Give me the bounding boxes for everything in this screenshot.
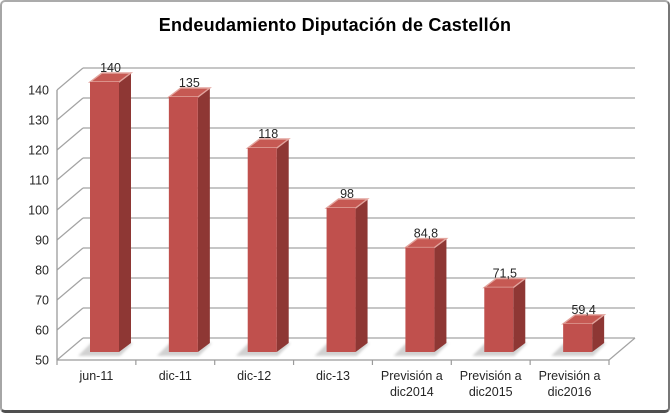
gridline-connector (56, 337, 84, 361)
x-axis-category-label: dic-13 (316, 369, 350, 383)
x-axis-category-label: Previsión a (539, 369, 601, 383)
bar-dic-12 (235, 138, 291, 356)
floor-right-edge (608, 337, 636, 361)
y-axis-tick-label: 80 (35, 264, 49, 278)
bar-dic-13 (314, 198, 370, 356)
bar-front-face (326, 208, 356, 352)
bar-front-face (90, 82, 119, 352)
x-axis-category-label: Previsión a (381, 369, 443, 383)
bar-value-label: 98 (340, 187, 354, 201)
y-axis-tick-label: 110 (29, 174, 49, 188)
y-axis-tick-label: 90 (35, 234, 49, 248)
x-axis-category-label: dic2016 (548, 385, 592, 399)
y-axis-tick-label: 70 (35, 294, 49, 308)
gridline-connector (56, 277, 84, 301)
bar-Previsión a dic2016 (551, 314, 607, 356)
gridline-connector (56, 247, 84, 271)
x-axis-category-label: dic2015 (469, 385, 513, 399)
bar-dic-11 (156, 87, 212, 356)
x-axis-category-label: dic-12 (237, 369, 271, 383)
bar-value-label: 140 (100, 61, 121, 75)
bar-value-label: 59,4 (571, 303, 595, 317)
bar-side-face (197, 88, 210, 352)
y-axis-tick-label: 50 (35, 354, 49, 368)
bar-jun-11 (78, 72, 134, 356)
gridline-connector (56, 307, 84, 331)
x-axis-category-label: dic-11 (159, 369, 192, 383)
bar-side-face (513, 278, 526, 352)
bar-front-face (168, 97, 198, 352)
bar-front-face (484, 287, 514, 352)
y-axis-tick-label: 140 (28, 84, 49, 98)
y-axis-tick-label: 120 (28, 144, 49, 158)
gridline-connector (56, 97, 84, 121)
bar-value-label: 71,5 (493, 267, 517, 281)
bar-front-face (247, 148, 277, 352)
x-axis-category-label: Previsión a (460, 369, 522, 383)
y-axis-tick-label: 100 (28, 204, 49, 218)
y-axis-tick-label: 130 (28, 114, 49, 128)
bar-side-face (592, 314, 605, 352)
gridline-connector (56, 217, 84, 241)
gridline-connector (56, 157, 84, 181)
gridline-connector (56, 127, 84, 151)
bar-side-face (119, 73, 131, 352)
bar-front-face (405, 247, 435, 352)
x-axis-category-label: dic2014 (390, 385, 434, 399)
bar-value-label: 135 (179, 76, 200, 90)
gridline-connector (56, 187, 84, 211)
bar-front-face (563, 323, 593, 352)
bar-Previsión a dic2015 (472, 277, 528, 356)
bar-value-label: 118 (258, 127, 278, 141)
bar-Previsión a dic2014 (393, 237, 449, 356)
gridline-connector (56, 67, 84, 91)
bar-side-face (276, 139, 289, 352)
bar-value-label: 84,8 (414, 227, 438, 241)
chart-title: Endeudamiento Diputación de Castellón (158, 15, 512, 35)
bar-side-face (355, 199, 368, 352)
bar-side-face (434, 238, 447, 352)
y-axis-tick-label: 60 (35, 324, 49, 338)
x-axis-category-label: jun-11 (79, 369, 114, 383)
